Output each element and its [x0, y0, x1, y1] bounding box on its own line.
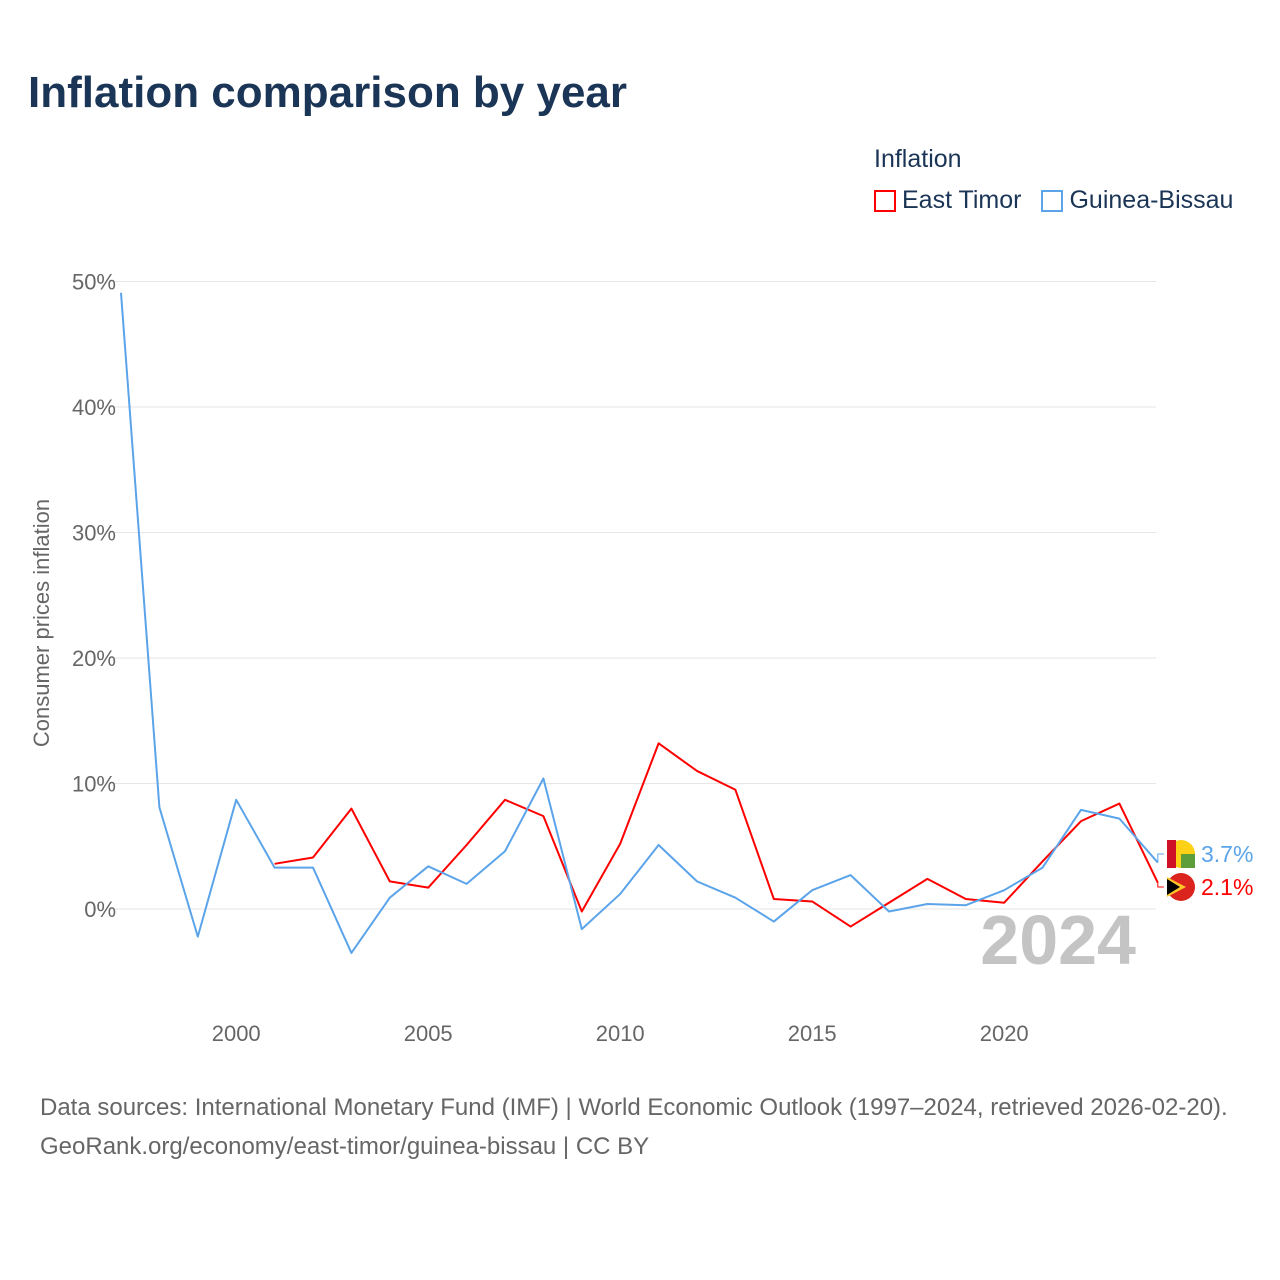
legend-swatch — [1041, 189, 1064, 212]
source-link[interactable]: GeoRank.org/economy/east-timor/guinea-bi… — [40, 1133, 650, 1160]
x-tick-label: 2010 — [596, 1021, 645, 1046]
flag-stripe — [1181, 854, 1195, 868]
x-tick-label: 2005 — [404, 1021, 453, 1046]
legend-item-east-timor[interactable]: East Timor — [874, 186, 1021, 215]
end-connector — [1157, 853, 1164, 863]
flag-stripe — [1167, 840, 1176, 868]
chart-title: Inflation comparison by year — [28, 68, 628, 117]
flag-triangle — [1167, 879, 1180, 895]
y-tick-label: 0% — [84, 897, 116, 922]
end-connector — [1157, 882, 1164, 888]
x-tick-label: 2020 — [980, 1021, 1029, 1046]
y-tick-label: 50% — [72, 270, 116, 295]
legend-label: Guinea-Bissau — [1069, 186, 1234, 214]
legend-title: Inflation — [874, 145, 962, 173]
legend-swatch — [874, 189, 896, 212]
footer: Data sources: International Monetary Fun… — [40, 1088, 1250, 1166]
series-line-guinea-bissau — [120, 292, 1159, 954]
data-source: Data sources: International Monetary Fun… — [40, 1094, 1228, 1121]
y-tick-label: 40% — [72, 395, 116, 420]
end-value-label: 2.1% — [1201, 874, 1253, 900]
x-tick-label: 2000 — [212, 1021, 261, 1046]
legend: East Timor Guinea-Bissau — [874, 186, 1233, 215]
x-tick-label: 2015 — [788, 1021, 837, 1046]
y-tick-label: 20% — [72, 646, 116, 671]
y-tick-label: 30% — [72, 521, 116, 546]
legend-item-guinea-bissau[interactable]: Guinea-Bissau — [1041, 186, 1233, 215]
legend-label: East Timor — [902, 186, 1022, 214]
year-watermark: 2024 — [980, 901, 1136, 979]
y-tick-label: 10% — [72, 772, 116, 797]
series-line-east-timor — [274, 742, 1159, 928]
end-value-label: 3.7% — [1201, 841, 1253, 867]
